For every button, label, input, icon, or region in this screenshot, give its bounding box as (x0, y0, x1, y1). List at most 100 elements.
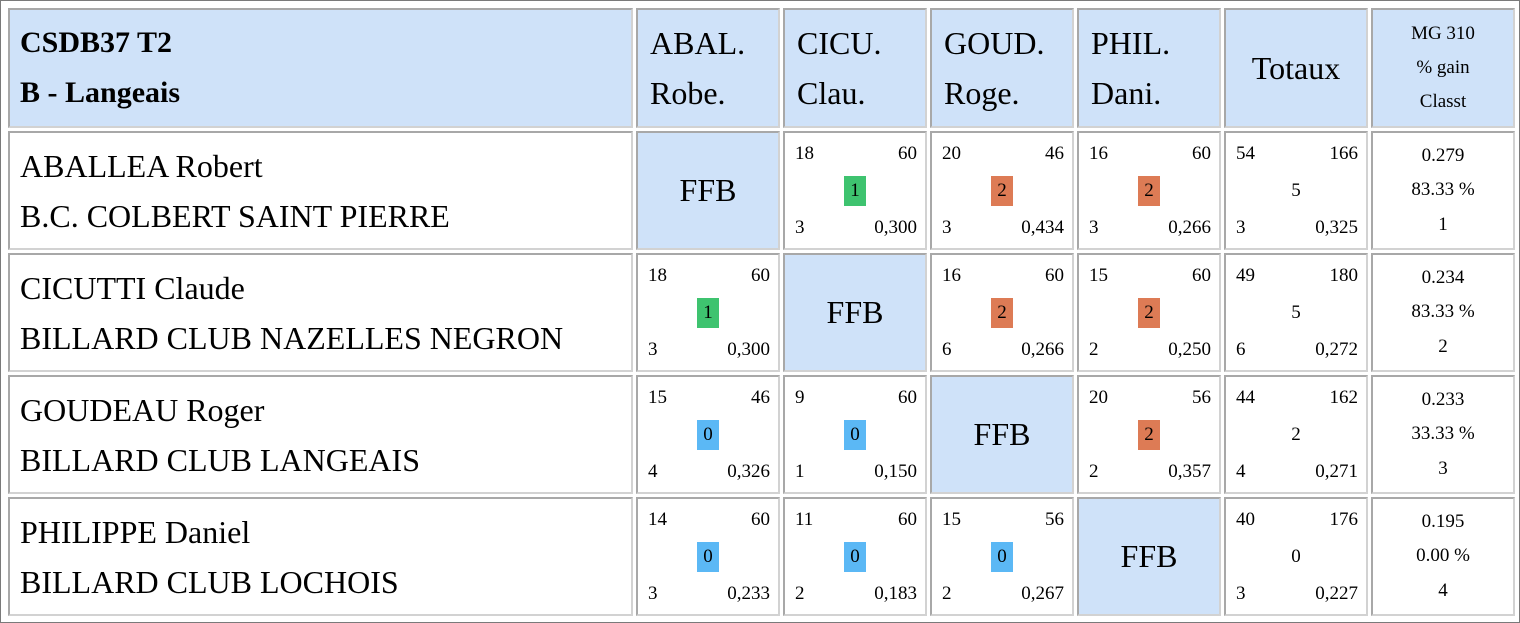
match-cell: 9 60 0 1 0,150 (783, 375, 927, 494)
match-result-wrap: 2 (1079, 176, 1219, 206)
match-result-wrap: 2 (932, 298, 1072, 328)
mg-moyenne: 0.279 (1421, 144, 1465, 166)
match-reprises: 56 (1045, 509, 1064, 530)
match-average: 0,266 (1168, 217, 1211, 238)
match-result-badge: 0 (844, 542, 866, 572)
match-points: 16 (942, 265, 961, 286)
column-header-cicu: CICU. Clau. (783, 8, 927, 128)
totals-cell: 44 162 2 4 0,271 (1224, 375, 1368, 494)
match-result-badge: 0 (697, 420, 719, 450)
match-average: 0,250 (1168, 339, 1211, 360)
match-cell: 11 60 0 2 0,183 (783, 497, 927, 616)
match-points: 15 (648, 387, 667, 408)
match-serie: 2 (1089, 339, 1099, 360)
match-reprises: 60 (1192, 143, 1211, 164)
ffb-cell: FFB (783, 253, 927, 372)
match-cell: 15 56 0 2 0,267 (930, 497, 1074, 616)
player-name: GOUDEAU Roger (20, 391, 265, 428)
totals-reprises: 180 (1329, 265, 1359, 286)
match-cell: 15 46 0 4 0,326 (636, 375, 780, 494)
player-cell: CICUTTI Claude BILLARD CLUB NAZELLES NEGR… (8, 253, 633, 372)
match-serie: 3 (1089, 217, 1099, 238)
column-header-line1: CICU. (797, 25, 882, 61)
column-header-goud: GOUD. Roge. (930, 8, 1074, 128)
header-row: CSDB37 T2 B - Langeais ABAL. Robe. CICU.… (8, 8, 1515, 128)
match-serie: 3 (795, 217, 805, 238)
results-table: CSDB37 T2 B - Langeais ABAL. Robe. CICU.… (5, 5, 1518, 619)
match-cell: 20 56 2 2 0,357 (1077, 375, 1221, 494)
column-header-line2: Robe. (650, 75, 726, 111)
match-cell: 16 60 2 6 0,266 (930, 253, 1074, 372)
match-result-wrap: 0 (638, 542, 778, 572)
match-points: 20 (942, 143, 961, 164)
match-serie: 2 (795, 583, 805, 604)
mg-rank: 4 (1438, 579, 1448, 601)
player-club: BILLARD CLUB NAZELLES NEGRON (20, 319, 564, 356)
match-points: 15 (942, 509, 961, 530)
mg-header-line3: Classt (1419, 91, 1467, 112)
totals-points: 44 (1236, 387, 1255, 408)
player-row: PHILIPPE Daniel BILLARD CLUB LOCHOIS 14 60 0… (8, 497, 1515, 616)
match-points: 11 (795, 509, 814, 530)
mg-pct: 83.33 % (1411, 301, 1475, 323)
totals-result-wrap: 5 (1226, 298, 1366, 328)
match-average: 0,266 (1021, 339, 1064, 360)
column-header-line2: Roge. (944, 75, 1020, 111)
match-points: 16 (1089, 143, 1108, 164)
match-reprises: 46 (751, 387, 770, 408)
match-result-wrap: 0 (932, 542, 1072, 572)
match-result-wrap: 2 (1079, 298, 1219, 328)
mg-rank: 1 (1438, 213, 1448, 235)
match-cell: 15 60 2 2 0,250 (1077, 253, 1221, 372)
mg-cell: 0.195 0.00 % 4 (1371, 497, 1515, 616)
totals-result-wrap: 5 (1226, 176, 1366, 206)
match-average: 0,267 (1021, 583, 1064, 604)
column-header-line2: Clau. (797, 75, 866, 111)
totals-result: 0 (1291, 546, 1301, 567)
match-result-badge: 0 (697, 542, 719, 572)
player-name: ABALLEA Robert (20, 147, 263, 184)
match-result-wrap: 0 (785, 542, 925, 572)
mg-cell: 0.233 33.33 % 3 (1371, 375, 1515, 494)
totals-cell: 40 176 0 3 0,227 (1224, 497, 1368, 616)
totals-average: 0,325 (1315, 217, 1358, 238)
totals-result: 5 (1291, 180, 1301, 201)
match-average: 0,326 (727, 461, 770, 482)
competition-name: CSDB37 T2 (20, 26, 172, 59)
match-average: 0,183 (874, 583, 917, 604)
match-cell: 18 60 1 3 0,300 (636, 253, 780, 372)
match-serie: 2 (1089, 461, 1099, 482)
match-serie: 4 (648, 461, 658, 482)
poule-title: CSDB37 T2 B - Langeais (8, 8, 633, 128)
mg-moyenne: 0.234 (1421, 266, 1465, 288)
player-cell: PHILIPPE Daniel BILLARD CLUB LOCHOIS (8, 497, 633, 616)
mg-pct: 33.33 % (1411, 423, 1475, 445)
match-average: 0,357 (1168, 461, 1211, 482)
match-result-wrap: 2 (1079, 420, 1219, 450)
match-average: 0,233 (727, 583, 770, 604)
match-reprises: 60 (898, 509, 917, 530)
column-header-totals: Totaux (1224, 8, 1368, 128)
totals-serie: 6 (1236, 339, 1246, 360)
player-club: B.C. COLBERT SAINT PIERRE (20, 197, 450, 234)
totals-result: 2 (1291, 424, 1301, 445)
match-result-badge: 1 (697, 298, 719, 328)
match-result-badge: 2 (1138, 176, 1160, 206)
match-cell: 14 60 0 3 0,233 (636, 497, 780, 616)
match-points: 15 (1089, 265, 1108, 286)
match-serie: 3 (648, 339, 658, 360)
match-result-wrap: 1 (638, 298, 778, 328)
match-reprises: 56 (1192, 387, 1211, 408)
player-cell: GOUDEAU Roger BILLARD CLUB LANGEAIS (8, 375, 633, 494)
mg-rank: 3 (1438, 457, 1448, 479)
mg-moyenne: 0.233 (1421, 388, 1465, 410)
match-serie: 6 (942, 339, 952, 360)
player-row: GOUDEAU Roger BILLARD CLUB LANGEAIS 15 46 0 4… (8, 375, 1515, 494)
ffb-cell: FFB (1077, 497, 1221, 616)
match-result-wrap: 0 (785, 420, 925, 450)
column-header-line1: ABAL. (650, 25, 746, 61)
mg-rank: 2 (1438, 335, 1448, 357)
player-cell: ABALLEA Robert B.C. COLBERT SAINT PIERRE (8, 131, 633, 250)
mg-pct: 83.33 % (1411, 179, 1475, 201)
